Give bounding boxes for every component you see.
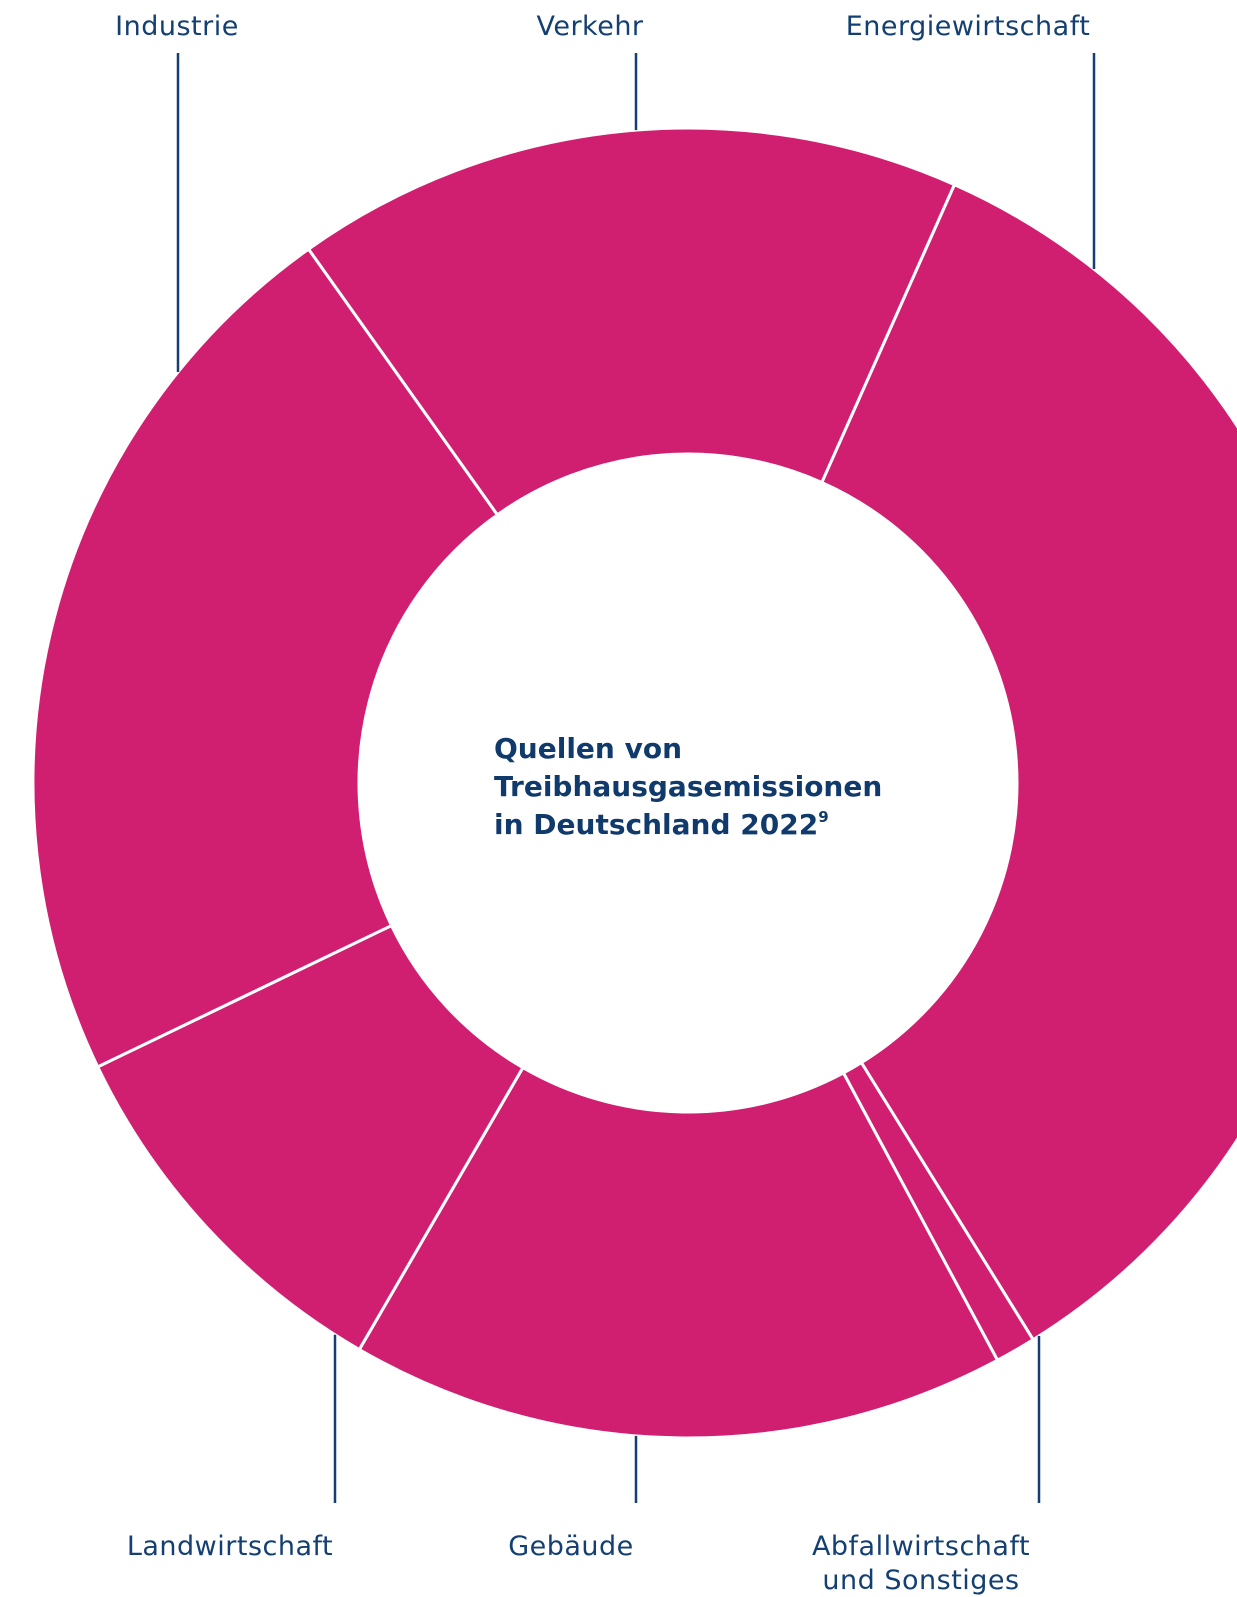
slice-gebaeude: [357, 1065, 1000, 1440]
label-landwirtschaft-line-1: Landwirtschaft: [127, 1531, 333, 1562]
donut-slices: [31, 126, 1237, 1440]
category-labels: Industrie Verkehr Energiewirtschaft Landwir…: [115, 11, 1090, 1596]
label-abfallwirtschaft-und-sonstiges: Abfallwirtschaft und Sonstiges: [812, 1531, 1030, 1596]
label-energiewirtschaft-line-1: Energiewirtschaft: [846, 11, 1091, 42]
chart-title-line-1: Quellen von: [494, 732, 682, 765]
chart-title-superscript: 9: [818, 808, 828, 826]
chart-title: Quellen von Treibhausgasemissionen in De…: [494, 732, 892, 841]
leader-lines: [176, 53, 1096, 1503]
label-abfallwirtschaft-und-sonstiges-line-1: Abfallwirtschaft: [812, 1531, 1030, 1562]
label-gebaeude-line-1: Gebäude: [508, 1531, 634, 1562]
label-abfallwirtschaft-und-sonstiges-line-2: und Sonstiges: [822, 1565, 1019, 1596]
label-industrie: Industrie: [115, 11, 239, 42]
label-verkehr-line-1: Verkehr: [536, 11, 643, 42]
chart-title-line-3: in Deutschland 2022: [494, 808, 818, 841]
chart-title-line-2: Treibhausgasemissionen: [494, 770, 882, 803]
label-verkehr: Verkehr: [536, 11, 643, 42]
slice-industrie: [31, 246, 500, 1069]
slice-landwirtschaft: [95, 923, 525, 1352]
slice-verkehr: [306, 126, 957, 517]
label-industrie-line-1: Industrie: [115, 11, 239, 42]
label-gebaeude: Gebäude: [508, 1531, 634, 1562]
slice-energiewirtschaft: [819, 182, 1237, 1342]
label-energiewirtschaft: Energiewirtschaft: [846, 11, 1091, 42]
label-landwirtschaft: Landwirtschaft: [127, 1531, 333, 1562]
